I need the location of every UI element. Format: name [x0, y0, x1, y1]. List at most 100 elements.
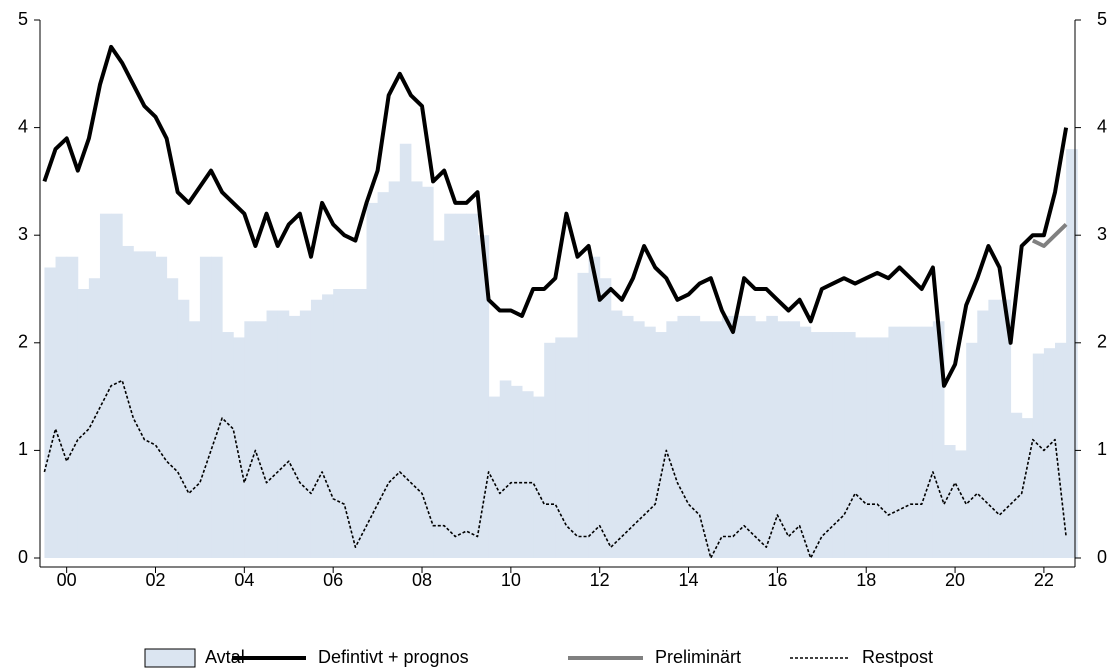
area-step — [133, 251, 145, 558]
area-step — [344, 289, 356, 558]
x-tick-label: 22 — [1034, 570, 1054, 590]
area-step — [177, 299, 190, 558]
area-step — [766, 315, 778, 558]
area-step — [677, 315, 690, 558]
area-step — [199, 256, 212, 558]
area-step — [544, 342, 556, 558]
area-step — [955, 450, 967, 558]
area-step — [732, 315, 745, 558]
x-tick-label: 20 — [945, 570, 965, 590]
x-tick-label: 04 — [234, 570, 254, 590]
area-step — [299, 310, 312, 558]
area-step — [322, 294, 334, 558]
area-step — [666, 321, 678, 558]
area-step — [655, 332, 667, 558]
area-step — [55, 256, 68, 558]
y2-tick-label: 4 — [1097, 116, 1107, 136]
legend-label: Defintivt + prognos — [318, 647, 469, 667]
x-tick-label: 14 — [679, 570, 699, 590]
area-step — [910, 326, 923, 558]
area-step — [466, 213, 479, 558]
area-step — [566, 337, 578, 558]
area-step — [621, 315, 634, 558]
x-tick-label: 16 — [767, 570, 787, 590]
area-step — [832, 332, 845, 558]
area-step — [333, 289, 345, 558]
area-step — [477, 235, 490, 558]
area-step — [533, 396, 545, 558]
legend-label: Restpost — [862, 647, 933, 667]
y2-tick-label: 5 — [1097, 9, 1107, 29]
area-step — [444, 213, 456, 558]
y2-tick-label: 1 — [1097, 439, 1107, 459]
y-tick-label: 5 — [18, 9, 28, 29]
area-step — [932, 321, 945, 558]
area-step — [921, 326, 934, 558]
area-step — [388, 181, 401, 558]
area-step — [1043, 348, 1056, 558]
y2-tick-label: 3 — [1097, 224, 1107, 244]
area-step — [821, 332, 834, 558]
area-step — [288, 315, 301, 558]
area-step — [744, 315, 756, 558]
area-step — [644, 326, 656, 558]
line-series — [42, 44, 1069, 388]
area-step — [222, 332, 234, 558]
area-step — [755, 321, 767, 558]
x-tick-label: 02 — [145, 570, 165, 590]
area-step — [777, 321, 789, 558]
y-tick-label: 3 — [18, 224, 28, 244]
area-step — [633, 321, 645, 558]
area-step — [588, 256, 601, 558]
area-step — [155, 256, 168, 558]
area-step — [1032, 353, 1045, 558]
y2-tick-label: 0 — [1097, 547, 1107, 567]
area-step — [855, 337, 867, 558]
area-step — [144, 251, 156, 558]
area-step — [44, 267, 57, 558]
area-step — [710, 321, 723, 558]
legend-label: Preliminärt — [655, 647, 741, 667]
area-step — [555, 337, 567, 558]
x-tick-label: 06 — [323, 570, 343, 590]
area-step — [410, 181, 423, 558]
area-step — [688, 315, 701, 558]
area-step — [166, 278, 179, 558]
area-step — [788, 321, 801, 558]
area-step — [510, 385, 523, 558]
x-tick-label: 18 — [856, 570, 876, 590]
area-step — [943, 445, 956, 558]
y-tick-label: 0 — [18, 547, 28, 567]
area-step — [799, 326, 812, 558]
area-step — [977, 310, 989, 558]
area-step — [255, 321, 268, 558]
area-step — [111, 213, 123, 558]
y2-tick-label: 2 — [1097, 332, 1107, 352]
area-step — [599, 278, 612, 558]
area-step — [188, 321, 201, 558]
area-step — [1021, 418, 1034, 558]
y-tick-label: 2 — [18, 332, 28, 352]
area-step — [699, 321, 712, 558]
area-step — [266, 310, 279, 558]
area-step — [99, 213, 112, 558]
x-tick-label: 12 — [590, 570, 610, 590]
area-step — [211, 256, 223, 558]
area-step — [1066, 149, 1078, 558]
area-step — [77, 289, 90, 558]
area-step — [277, 310, 290, 558]
area-step — [866, 337, 878, 558]
area-step — [999, 299, 1012, 558]
area-step — [844, 332, 856, 558]
area-step — [399, 143, 412, 559]
area-step — [877, 337, 889, 558]
area-step — [577, 272, 590, 558]
legend-label: Avtal — [205, 647, 245, 667]
area-step — [66, 256, 79, 558]
area-step — [988, 299, 1000, 558]
area-step — [366, 202, 379, 559]
area-step — [899, 326, 912, 558]
area-step — [310, 299, 323, 558]
area-step — [499, 380, 512, 558]
